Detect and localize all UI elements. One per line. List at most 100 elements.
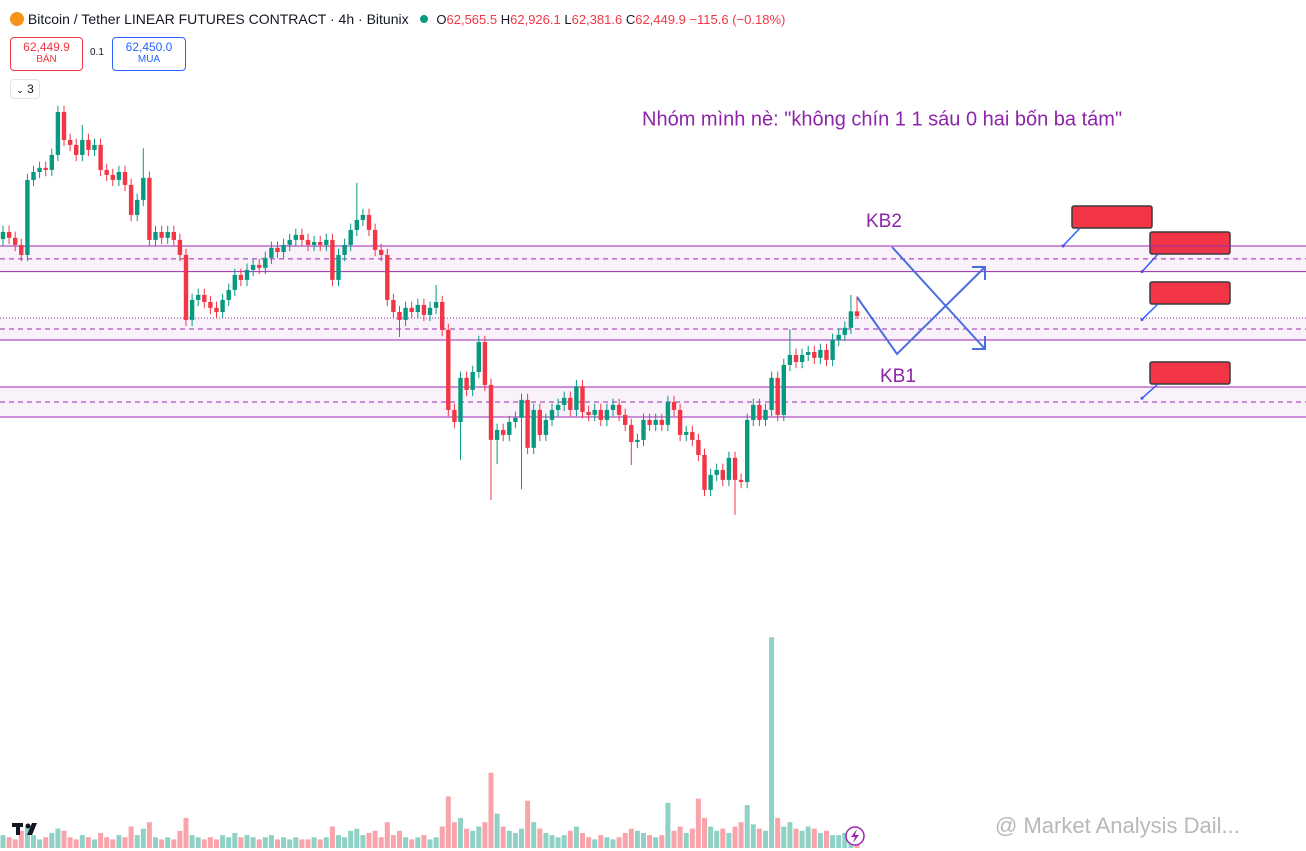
volume-bar: [622, 832, 628, 848]
candle-body: [80, 139, 85, 155]
candle-body: [263, 257, 268, 268]
candle-body: [74, 144, 79, 155]
volume-bar: [293, 837, 299, 848]
volume-bar: [799, 830, 805, 848]
volume-bar: [592, 839, 598, 848]
candle-body: [13, 237, 18, 245]
candle-body: [86, 139, 91, 150]
candle-body: [177, 239, 183, 255]
candle-body: [287, 239, 292, 245]
change: −115.6 (−0.18%): [689, 12, 786, 27]
volume-bar: [232, 832, 238, 848]
candle-body: [342, 244, 347, 255]
volume-bar: [79, 835, 85, 848]
candle-body: [452, 409, 457, 422]
candle-body: [818, 349, 823, 358]
volume-bar: [171, 839, 177, 848]
candle-body: [769, 377, 774, 410]
candle-body: [153, 232, 158, 240]
candle-body: [757, 404, 762, 420]
candle-body: [702, 454, 707, 490]
candle-body: [354, 219, 359, 230]
volume-bar: [153, 837, 158, 848]
volume-bar: [750, 824, 756, 848]
volume-bar: [775, 817, 781, 848]
ohlc-key: O: [436, 12, 447, 27]
volume-bar: [354, 828, 360, 848]
arrow-path: [856, 266, 986, 356]
candle-body: [726, 457, 732, 480]
candle-body: [403, 307, 408, 320]
volume-bar: [726, 832, 732, 848]
volume-bar: [586, 837, 592, 848]
volume-bar: [165, 837, 171, 848]
candle-body: [751, 404, 756, 420]
volume-bar: [409, 839, 415, 848]
volume-bar: [634, 830, 640, 848]
candle-body: [0, 232, 6, 240]
scenario-arrows: [856, 246, 986, 356]
candle-body: [275, 247, 280, 252]
volume-bar: [85, 837, 91, 848]
coin-icon: [10, 12, 24, 26]
volume-bar: [830, 835, 836, 848]
candle-body: [220, 299, 225, 312]
candle-body: [610, 404, 616, 410]
buy-button[interactable]: 62,450.0 MUA: [112, 37, 186, 71]
volume-bar: [305, 839, 311, 848]
price-label-box: [1071, 205, 1153, 229]
volume-bar: [287, 839, 293, 848]
candle-body: [812, 352, 817, 358]
candle-body: [141, 177, 146, 200]
volume-bar: [610, 839, 616, 848]
buy-price: 62,450.0: [125, 40, 173, 54]
candle-body: [775, 377, 780, 415]
volume-bar: [226, 837, 232, 848]
candle-body: [732, 457, 738, 480]
volume-bar: [659, 835, 665, 848]
candle-body: [647, 419, 652, 425]
candle-body: [6, 232, 12, 238]
volume-bar: [31, 835, 36, 848]
volume-bar: [159, 839, 165, 848]
volume-bar: [488, 772, 494, 848]
volume-bar: [567, 830, 573, 848]
volume-bar: [708, 826, 714, 848]
candle-body: [61, 112, 67, 140]
candle-body: [135, 199, 140, 215]
symbol[interactable]: Bitcoin / Tether LINEAR FUTURES CONTRACT…: [27, 11, 409, 27]
candle-body: [189, 299, 195, 320]
tv-logo: [12, 823, 37, 835]
candle-body: [257, 264, 262, 268]
candle-body: [531, 409, 536, 448]
indicators-toggle[interactable]: ⌄ 3: [10, 79, 40, 99]
candle-body: [568, 397, 573, 410]
candle-body: [494, 429, 500, 440]
candle-body: [128, 184, 134, 215]
candle-body: [842, 327, 847, 335]
volume-bar: [348, 830, 354, 848]
buy-label: MUA: [137, 54, 161, 65]
candle-body: [427, 307, 433, 315]
candle-body: [281, 244, 286, 252]
volume-bar: [311, 837, 317, 848]
arrow-head: [972, 336, 986, 350]
volume-bar: [695, 798, 701, 848]
candle-body: [232, 274, 237, 290]
volume-bar: [653, 837, 659, 848]
plot: [0, 105, 1306, 848]
label-pointer: [1141, 253, 1159, 273]
volume-bar: [220, 835, 226, 848]
candle-body: [537, 409, 542, 435]
volume-bar: [836, 835, 842, 848]
candle-body: [830, 339, 835, 360]
candle-body: [507, 422, 512, 435]
sell-button[interactable]: 62,449.9 BÁN: [10, 37, 83, 71]
volume-bar: [744, 805, 750, 848]
volume-bar: [61, 830, 67, 848]
candle-body: [799, 354, 805, 362]
candle-body: [92, 144, 97, 150]
candle-body: [629, 424, 634, 442]
volume-bar: [342, 837, 348, 848]
